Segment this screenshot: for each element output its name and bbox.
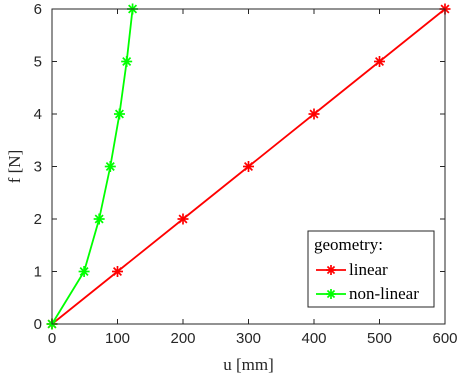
data-point-linear: [177, 213, 189, 225]
x-tick-label: 0: [48, 330, 56, 347]
legend-entries: linear non-linear: [316, 260, 419, 303]
data-point-linear: [308, 108, 320, 120]
legend-title: geometry:: [314, 235, 383, 254]
x-tick-label: 600: [432, 330, 457, 347]
legend-marker-linear: [326, 265, 336, 275]
data-point-linear: [374, 56, 385, 67]
series-linear: [46, 3, 451, 330]
data-point-non-linear: [78, 266, 90, 277]
y-tick-label: 5: [34, 54, 42, 71]
data-point-non-linear: [113, 108, 125, 120]
y-tick-label: 6: [34, 1, 42, 18]
x-tick-label: 100: [105, 330, 130, 347]
legend-label-linear: linear: [349, 260, 388, 279]
y-axis-label: f [N]: [5, 150, 24, 184]
y-tick-label: 0: [34, 316, 42, 333]
x-axis-label: u [mm]: [223, 355, 274, 374]
x-tick-label: 300: [236, 330, 261, 347]
data-point-linear: [112, 266, 123, 277]
y-tick-label: 2: [34, 211, 42, 228]
legend-entry-linear: linear: [316, 260, 388, 279]
tick-layer: 0 100 200 300 400 500 600 0 1 2 3 4 5 6: [34, 1, 458, 347]
series-layer: [46, 3, 451, 330]
data-point-non-linear: [104, 161, 116, 172]
series-non-linear: [46, 3, 139, 330]
y-tick-label: 3: [34, 159, 42, 176]
y-tick-label: 1: [34, 264, 42, 281]
data-point-linear: [243, 161, 254, 172]
x-tick-label: 200: [170, 330, 195, 347]
legend: geometry: linear non-linear: [307, 230, 435, 308]
legend-label-non-linear: non-linear: [349, 284, 419, 303]
legend-entry-non-linear: non-linear: [316, 284, 419, 303]
y-tick-label: 4: [34, 106, 42, 123]
x-tick-label: 500: [367, 330, 392, 347]
data-point-non-linear: [121, 56, 133, 67]
x-tick-label: 400: [301, 330, 326, 347]
legend-marker-non-linear: [326, 289, 336, 299]
data-point-non-linear: [93, 213, 105, 225]
